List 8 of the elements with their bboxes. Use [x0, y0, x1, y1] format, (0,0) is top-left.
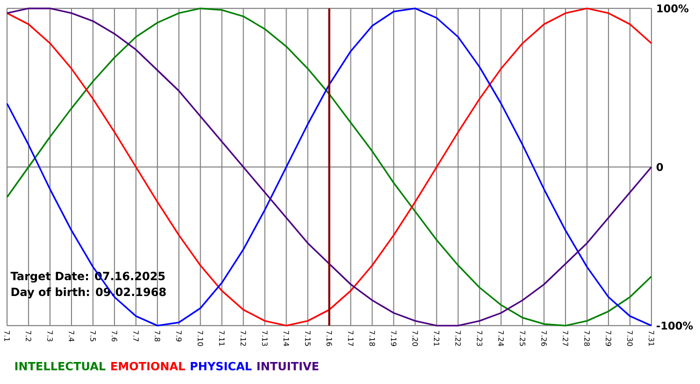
text: EMOTIONAL [111, 362, 185, 370]
text: PHYSICAL [190, 362, 252, 370]
text: INTUITIVE [257, 362, 318, 370]
y-tick-label: -100% [656, 322, 693, 330]
y-tick-label: 0 [656, 162, 663, 171]
y-tick-label: 100% [657, 4, 688, 12]
line-series [6, 8, 652, 326]
text: INTELLECTUAL [15, 362, 106, 370]
